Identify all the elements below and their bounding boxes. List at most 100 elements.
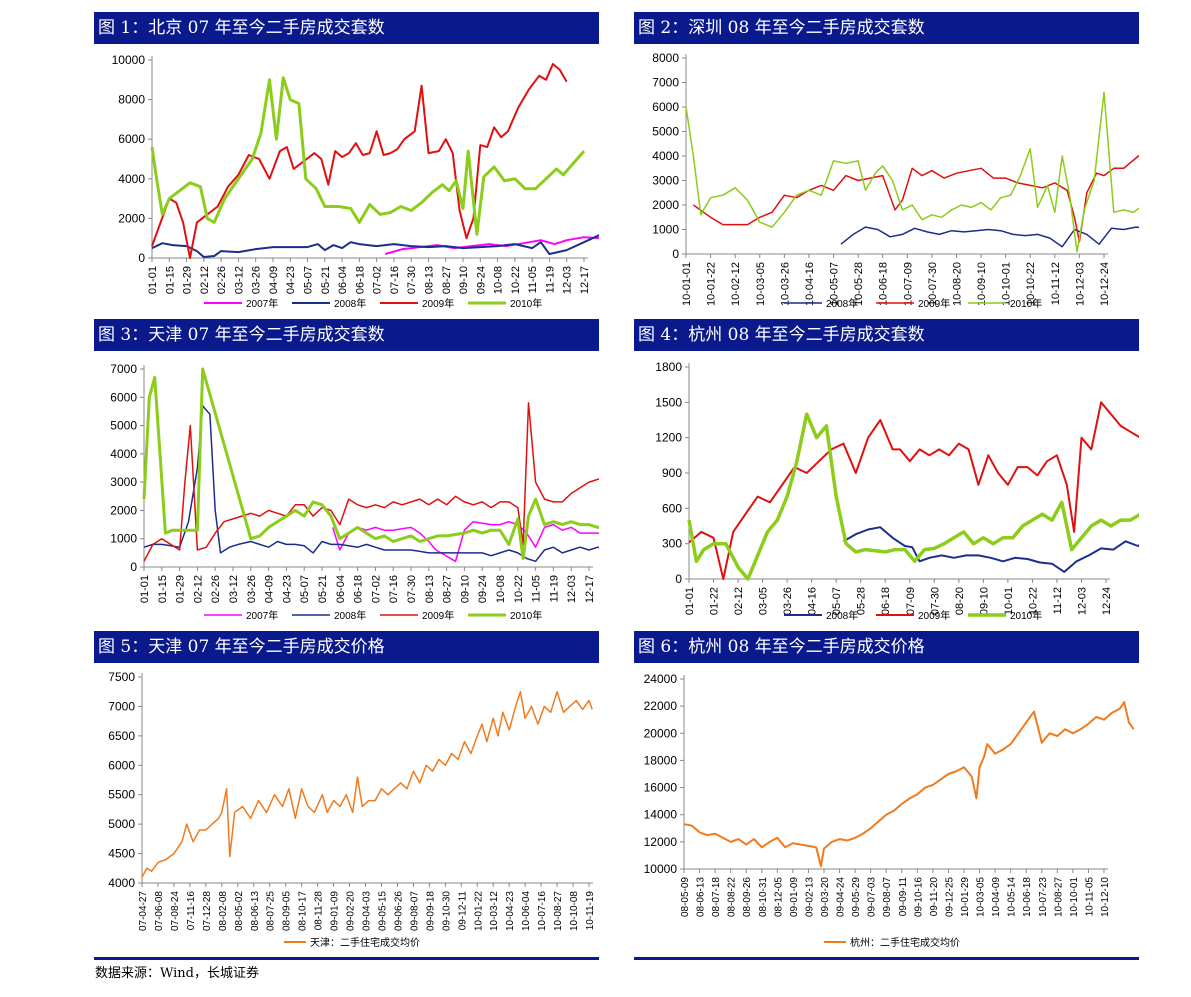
x-tick-label: 10-07-30 [927, 262, 939, 306]
x-tick-label: 01-29 [175, 575, 187, 603]
x-tick-label: 09-04-03 [362, 891, 373, 931]
legend-label: 2007年 [246, 297, 278, 310]
y-tick-label: 6500 [108, 729, 135, 743]
y-tick-label: 0 [130, 560, 137, 574]
x-tick-label: 01-01 [684, 587, 696, 615]
x-tick-label: 10-01-22 [473, 891, 484, 931]
x-tick-label: 07-12-28 [202, 891, 213, 931]
x-tick-label: 08-10-17 [298, 891, 309, 931]
y-tick-label: 0 [672, 247, 679, 261]
x-tick-label: 01-01 [139, 575, 151, 603]
x-tick-label: 03-26 [246, 575, 258, 603]
x-tick-label: 11-19 [544, 266, 556, 293]
x-tick-label: 09-09-18 [425, 891, 436, 931]
x-tick-label: 09-10-30 [441, 891, 452, 931]
x-tick-label: 10-08-20 [951, 262, 963, 306]
y-tick-label: 4000 [108, 876, 135, 890]
x-tick-label: 07-16 [388, 575, 400, 603]
series-line-3 [685, 91, 1139, 253]
x-tick-label: 09-12-25 [944, 877, 955, 917]
y-tick-label: 3000 [110, 475, 137, 489]
y-tick-label: 10000 [644, 862, 678, 876]
x-tick-label: 03-12 [233, 266, 245, 294]
x-tick-label: 09-06-26 [393, 891, 404, 931]
y-tick-label: 8000 [118, 93, 145, 107]
x-tick-label: 10-12-10 [1100, 877, 1111, 917]
y-tick-label: 2000 [118, 211, 145, 225]
x-tick-label: 10-11-12 [1050, 262, 1062, 305]
y-tick-label: 10000 [112, 53, 146, 67]
chart-title: 图 6：杭州 08 年至今二手房成交价格 [634, 631, 1139, 663]
x-tick-label: 08-13 [424, 575, 436, 603]
x-tick-label: 05-07 [299, 575, 311, 603]
x-tick-label: 07-04-27 [138, 891, 149, 931]
x-tick-label: 10-01 [1003, 587, 1015, 615]
x-tick-label: 07-11-16 [186, 891, 197, 931]
x-tick-label: 10-10-01 [1001, 262, 1013, 306]
y-tick-label: 5000 [108, 817, 135, 831]
x-tick-label: 08-13 [423, 266, 435, 294]
y-tick-label: 8000 [652, 51, 679, 65]
footer-rule-right [634, 957, 1139, 960]
y-tick-label: 1000 [110, 532, 137, 546]
y-tick-label: 300 [662, 537, 682, 551]
legend-label: 2010年 [1010, 609, 1042, 622]
chart-panel-hangzhou-price: 图 6：杭州 08 年至今二手房成交价格 10000 12000 14000 1600… [634, 631, 1139, 956]
x-tick-label: 08-20 [954, 587, 966, 615]
series-line-2 [688, 401, 1139, 580]
chart-panel-tianjin-volume: 图 3：天津 07 年至今二手房成交套数 0 1000 2000 3000 4000 50… [94, 319, 599, 629]
chart-panel-hangzhou-volume: 图 4：杭州 08 年至今二手房成交套数 0 300 600 900 1200 1500 1… [634, 319, 1139, 629]
y-tick-label: 18000 [644, 753, 678, 767]
series-line-1 [385, 236, 599, 255]
x-tick-label: 10-09-10 [976, 262, 988, 306]
legend-label: 2007年 [246, 609, 278, 622]
series-line-1 [840, 226, 1139, 248]
chart-hangzhou-price: 10000 12000 14000 16000 18000 20000 22000 24000… [644, 672, 1135, 949]
x-tick-label: 10-04-16 [804, 262, 816, 306]
x-tick-label: 10-10-22 [1025, 262, 1037, 306]
x-tick-label: 06-18 [354, 266, 366, 294]
x-tick-label: 10-08-27 [1053, 877, 1064, 917]
x-tick-label: 11-05 [531, 575, 543, 602]
x-tick-label: 03-26 [251, 266, 263, 294]
chart-shenzhen-volume: 0 1000 2000 3000 4000 5000 6000 7000 8000 10-01-0… [652, 51, 1139, 310]
x-tick-label: 09-05-15 [377, 891, 388, 931]
legend-label: 2010年 [510, 609, 542, 622]
legend-label: 2010年 [510, 297, 542, 310]
series-line-3 [687, 412, 1139, 581]
x-tick-label: 10-11-05 [1084, 877, 1095, 917]
y-tick-label: 12000 [644, 835, 678, 849]
chart-panel-tianjin-price: 图 5：天津 07 年至今二手房成交价格 4000 4500 5000 5500 600… [94, 631, 599, 956]
x-tick-label: 09-01-09 [330, 891, 341, 931]
x-tick-label: 09-10 [458, 266, 470, 294]
x-tick-label: 10-07-09 [902, 262, 914, 306]
x-tick-label: 02-12 [733, 587, 745, 615]
y-tick-label: 1800 [655, 360, 682, 374]
series-line-2 [143, 405, 599, 563]
x-tick-label: 05-07 [303, 266, 315, 294]
x-tick-label: 09-11-20 [929, 877, 940, 917]
legend-label: 2009年 [422, 297, 454, 310]
x-tick-label: 09-08-07 [409, 891, 420, 931]
y-tick-label: 7000 [108, 699, 135, 713]
chart-title: 图 3：天津 07 年至今二手房成交套数 [94, 319, 599, 351]
x-tick-label: 10-02-12 [730, 262, 742, 306]
x-tick-label: 01-22 [709, 587, 721, 615]
series-line-1 [141, 690, 593, 878]
x-tick-label: 12-24 [1101, 587, 1113, 615]
x-tick-label: 07-02 [372, 266, 384, 294]
y-tick-label: 6000 [118, 132, 145, 146]
x-tick-label: 09-01-09 [789, 877, 800, 917]
legend-label: 2009年 [918, 609, 950, 622]
chart-title: 图 1：北京 07 年至今二手房成交套数 [94, 12, 599, 44]
x-tick-label: 10-04-23 [505, 891, 516, 931]
x-tick-label: 09-10 [459, 575, 471, 603]
x-tick-label: 09-04-24 [836, 877, 847, 917]
x-tick-label: 03-12 [228, 575, 240, 603]
x-tick-label: 08-27 [441, 266, 453, 294]
x-tick-label: 10-07-23 [1038, 877, 1049, 917]
x-tick-label: 08-06-13 [250, 891, 261, 931]
x-tick-label: 11-12 [1052, 587, 1064, 614]
x-tick-label: 07-02 [370, 575, 382, 603]
x-tick-label: 12-03 [562, 266, 574, 294]
